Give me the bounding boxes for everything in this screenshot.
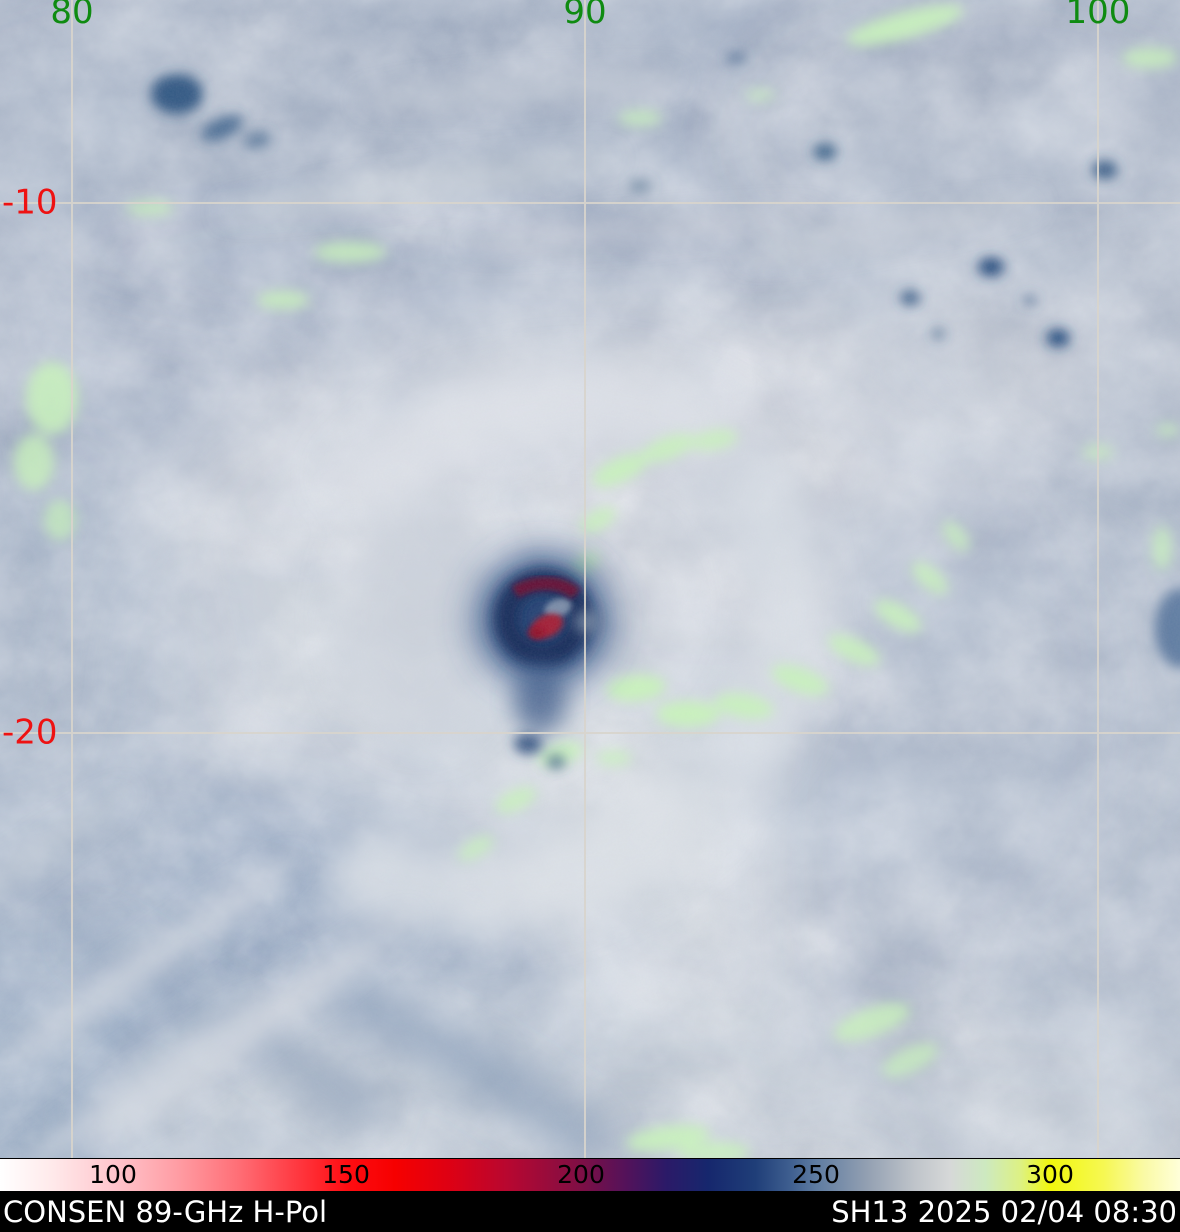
colorbar: 100 150 200 250 300 (0, 1158, 1180, 1192)
colorbar-tick-200: 200 (557, 1160, 605, 1189)
longitude-label-90: 90 (563, 0, 607, 32)
longitude-label-100: 100 (1065, 0, 1131, 32)
satellite-map: 80 90 100 -10 -20 (0, 0, 1180, 1158)
latitude-label-minus20: -20 (2, 712, 58, 753)
colorbar-gradient (0, 1159, 1180, 1191)
graticule (0, 0, 1180, 1158)
colorbar-tick-250: 250 (792, 1160, 840, 1189)
caption-bar: CONSEN 89-GHz H-Pol SH13 2025 02/04 08:3… (0, 1192, 1180, 1232)
latitude-label-minus10: -10 (2, 182, 58, 223)
storm-id-datetime-text: SH13 2025 02/04 08:30 (831, 1195, 1177, 1229)
colorbar-tick-150: 150 (322, 1160, 370, 1189)
product-name-text: CONSEN 89-GHz H-Pol (3, 1195, 328, 1229)
cloud-art (0, 0, 1180, 1158)
colorbar-tick-100: 100 (89, 1160, 137, 1189)
longitude-label-80: 80 (50, 0, 94, 32)
sensor-grain (0, 0, 1180, 1158)
colorbar-tick-300: 300 (1026, 1160, 1074, 1189)
